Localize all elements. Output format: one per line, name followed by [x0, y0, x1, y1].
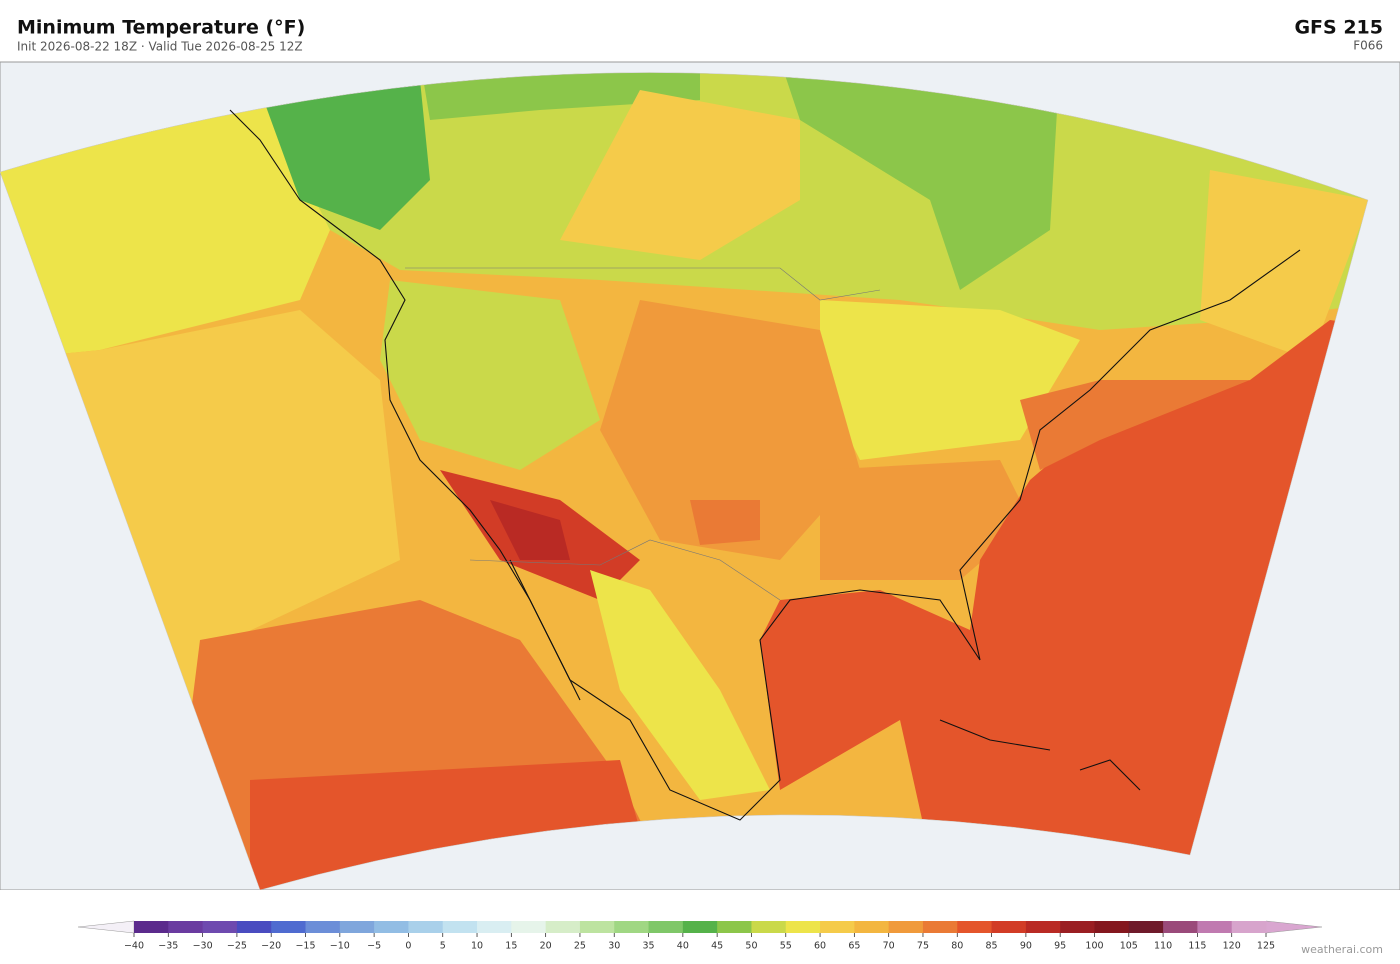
colorbar-tick-label: 25	[574, 941, 586, 952]
colorbar-bin	[579, 921, 615, 933]
colorbar-bin	[1163, 921, 1198, 933]
colorbar-tick-label: 5	[440, 941, 446, 952]
colorbar-bin	[1094, 921, 1130, 933]
colorbar-tick-label: 55	[780, 941, 792, 952]
colorbar-tick-label: 65	[848, 941, 860, 952]
colorbar-bin	[1197, 921, 1233, 933]
colorbar-tick-label: 50	[745, 941, 757, 952]
colorbar-tick-label: −5	[367, 941, 381, 952]
colorbar-tick-label: 60	[814, 941, 826, 952]
colorbar-tick-label: −40	[124, 941, 144, 952]
colorbar-tick-label: 15	[505, 941, 517, 952]
colorbar-tick-label: 10	[471, 941, 483, 952]
colorbar-bin	[991, 921, 1027, 933]
colorbar-bin	[1025, 921, 1061, 933]
colorbar-tick-label: 115	[1188, 941, 1206, 952]
colorbar-tick-label: 125	[1257, 941, 1275, 952]
temperature-field	[0, 72, 1368, 890]
borders	[405, 267, 881, 601]
colorbar-bin	[442, 921, 478, 933]
colorbar-bin	[168, 921, 204, 933]
coastlines	[229, 109, 1301, 821]
colorbar-bin	[477, 921, 512, 933]
domain-edge	[0, 72, 1369, 891]
colorbar-bin	[271, 921, 307, 933]
colorbar-tick-label: 30	[608, 941, 620, 952]
colorbar-bin	[922, 921, 958, 933]
colorbar-bin	[682, 921, 718, 933]
forecast-hour: F066	[1353, 39, 1383, 53]
colorbar-bin	[614, 921, 650, 933]
colorbar-bin	[1060, 921, 1095, 933]
colorbar-tick-label: −10	[330, 941, 350, 952]
title: Minimum Temperature (°F)	[17, 17, 305, 39]
colorbar-tick-label: 45	[711, 941, 723, 952]
colorbar-tick-label: −15	[295, 941, 315, 952]
colorbar-tick-label: 0	[405, 941, 411, 952]
colorbar-tick-label: 95	[1054, 941, 1066, 952]
colorbar-tick-label: −20	[261, 941, 281, 952]
colorbar-bin	[888, 921, 924, 933]
colorbar-bin	[236, 921, 272, 933]
colorbar-bin	[1231, 921, 1267, 933]
colorbar-bin	[751, 921, 787, 933]
colorbar-bin	[374, 921, 409, 933]
colorbar-tick-label: 110	[1154, 941, 1172, 952]
colorbar-tick-label: 100	[1085, 941, 1103, 952]
colorbar-tick-label: 120	[1223, 941, 1241, 952]
colorbar-bin	[305, 921, 341, 933]
colorbar-tick-label: 105	[1120, 941, 1138, 952]
model-label: GFS 215	[1294, 17, 1383, 39]
colorbar-bin	[648, 921, 684, 933]
colorbar-tick-label: −30	[193, 941, 213, 952]
colorbar-tick-label: 90	[1020, 941, 1032, 952]
colorbar-tick-label: 80	[951, 941, 963, 952]
colorbar-bin	[202, 921, 238, 933]
colorbar-bin	[717, 921, 752, 933]
colorbar-tick-label: 20	[540, 941, 552, 952]
colorbar-bin	[408, 921, 444, 933]
colorbar-tick-label: 70	[883, 941, 895, 952]
colorbar-bin	[511, 921, 547, 933]
subtitle: Init 2026-08-22 18Z · Valid Tue 2026-08-…	[17, 40, 303, 54]
colorbar-tick-label: 40	[677, 941, 689, 952]
colorbar-bin	[854, 921, 890, 933]
colorbar-bin	[957, 921, 993, 933]
colorbar-bin	[545, 921, 581, 933]
colorbar-tick-label: −35	[158, 941, 178, 952]
colorbar-bin	[339, 921, 375, 933]
colorbar-tick-label: −25	[227, 941, 247, 952]
colorbar-tick-label: 85	[986, 941, 998, 952]
credit: weatherai.com	[1301, 943, 1383, 956]
colorbar-bin	[820, 921, 855, 933]
colorbar-bin	[785, 921, 821, 933]
colorbar-tick-label: 75	[917, 941, 929, 952]
colorbar-bin	[1128, 921, 1164, 933]
colorbar-tick-label: 35	[642, 941, 654, 952]
colorbar-bin	[134, 921, 169, 933]
